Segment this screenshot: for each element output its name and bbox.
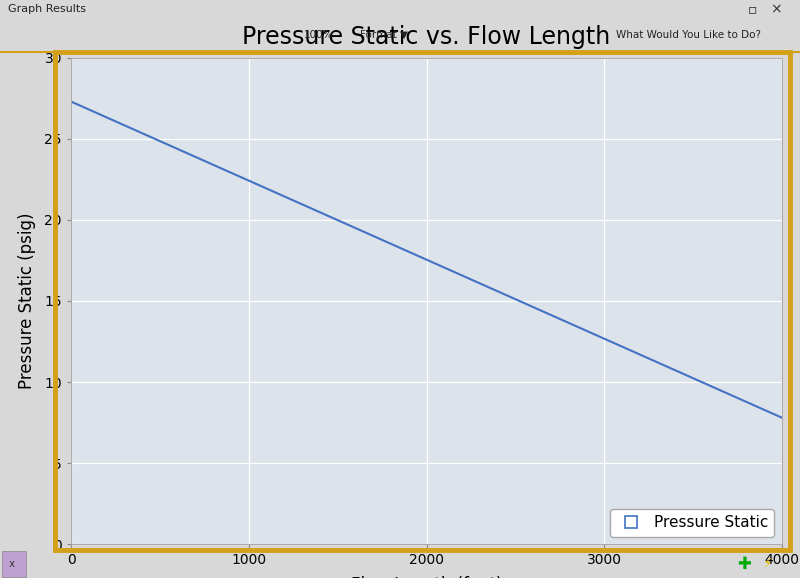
Text: Format ▼: Format ▼ xyxy=(360,30,408,40)
Legend: Pressure Static: Pressure Static xyxy=(610,509,774,536)
X-axis label: Flow Length (feet): Flow Length (feet) xyxy=(351,576,502,578)
Text: ✚: ✚ xyxy=(737,555,751,573)
Text: ⚡: ⚡ xyxy=(763,557,773,571)
Bar xyxy=(2,551,26,577)
Bar xyxy=(55,52,790,550)
Text: ▫: ▫ xyxy=(747,2,757,16)
Text: 100%: 100% xyxy=(304,30,334,40)
Text: What Would You Like to Do?: What Would You Like to Do? xyxy=(616,30,761,40)
Y-axis label: Pressure Static (psig): Pressure Static (psig) xyxy=(18,213,36,389)
Text: ×: × xyxy=(770,2,782,16)
Text: x: x xyxy=(3,559,15,569)
Text: Graph Results: Graph Results xyxy=(8,4,86,14)
Title: Pressure Static vs. Flow Length: Pressure Static vs. Flow Length xyxy=(242,25,610,49)
Bar xyxy=(0,51,800,53)
